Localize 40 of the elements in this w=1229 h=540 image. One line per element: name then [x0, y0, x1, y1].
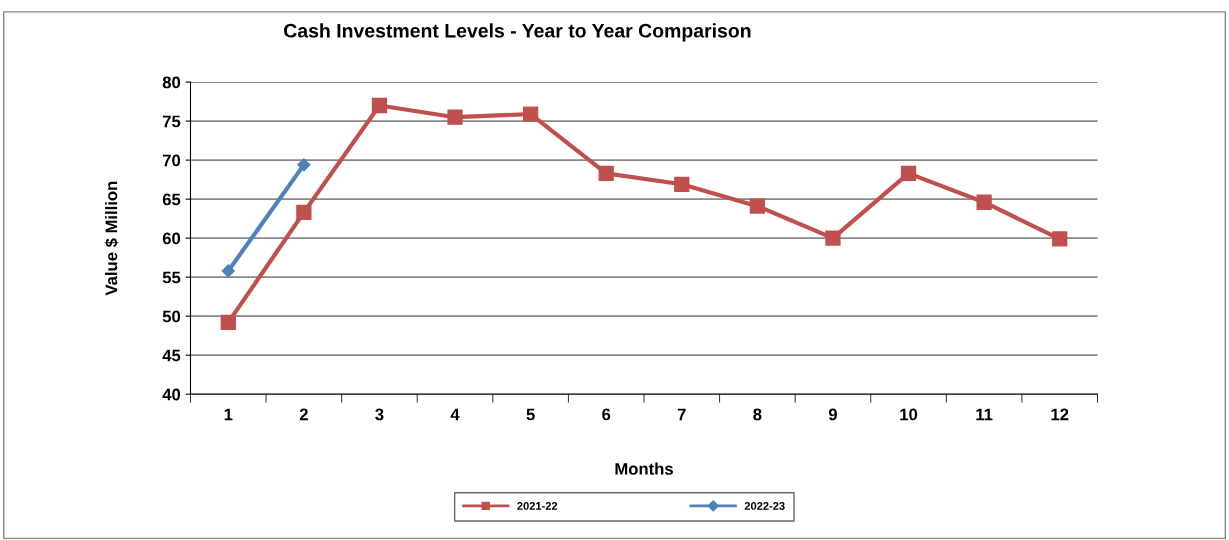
x-tick-label: 11	[976, 408, 993, 421]
point	[1052, 231, 1068, 247]
y-tick-label: 60	[162, 232, 181, 245]
x-axis-title: Months	[615, 462, 673, 475]
x-tick-label: 6	[602, 408, 611, 421]
point	[900, 165, 917, 182]
y-tick-label: 75	[162, 115, 181, 128]
y-tick-label: 70	[162, 154, 181, 167]
y-tick-label: 45	[162, 349, 181, 362]
y-tick-label: 80	[162, 76, 181, 89]
legend-label: 2021-22	[517, 501, 558, 510]
x-tick-label: 1	[224, 408, 233, 421]
point	[220, 314, 236, 331]
point	[221, 264, 235, 278]
point	[296, 204, 312, 221]
point	[297, 158, 311, 172]
point	[522, 106, 539, 122]
x-tick-label: 3	[375, 408, 384, 421]
x-tick-label: 4	[450, 408, 460, 421]
x-tick-label: 7	[677, 408, 686, 421]
point	[598, 165, 614, 182]
x-tick-label: 8	[753, 408, 762, 421]
point	[674, 176, 690, 192]
y-tick-label: 65	[162, 193, 181, 206]
y-axis-title: Value $ Million	[104, 181, 119, 296]
x-tick-label: 9	[828, 408, 837, 421]
x-tick-label: 10	[900, 408, 918, 421]
x-tick-label: 12	[1051, 408, 1069, 421]
x-tick-label: 2	[299, 408, 308, 421]
legend-label: 2022-23	[744, 501, 785, 510]
point	[371, 97, 388, 114]
chart-title: Cash Investment Levels - Year to Year Comparison	[284, 23, 751, 42]
y-tick-label: 40	[162, 388, 181, 401]
point	[825, 230, 841, 246]
y-tick-label: 50	[162, 310, 181, 323]
point	[749, 198, 766, 214]
point	[976, 194, 992, 210]
y-tick-label: 55	[162, 271, 181, 284]
x-tick-label: 5	[526, 408, 535, 421]
point	[447, 109, 463, 125]
